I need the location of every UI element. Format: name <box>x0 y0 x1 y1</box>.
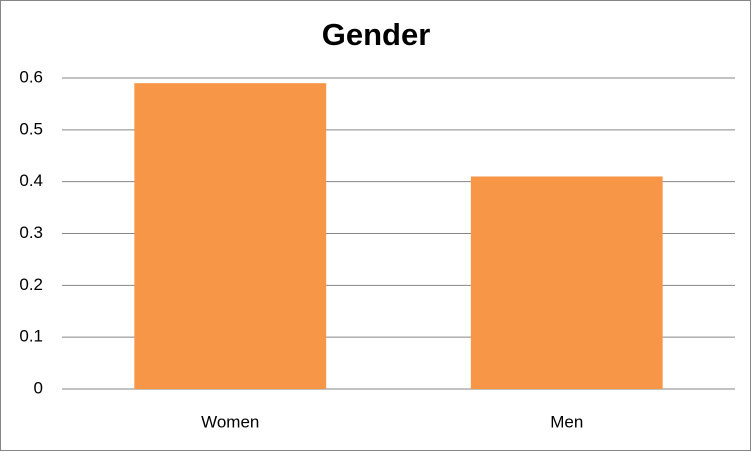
bar <box>134 83 327 389</box>
y-tick-label: 0.2 <box>19 275 43 294</box>
y-tick-label: 0.6 <box>19 67 43 86</box>
y-tick-label: 0.3 <box>19 223 43 242</box>
y-tick-label: 0.1 <box>19 327 43 346</box>
y-tick-label: 0 <box>34 378 43 397</box>
x-tick-label: Men <box>550 412 583 431</box>
y-tick-label: 0.5 <box>19 119 43 138</box>
bar <box>470 176 663 389</box>
y-tick-label: 0.4 <box>19 171 43 190</box>
chart-title: Gender <box>322 17 431 52</box>
x-tick-label: Women <box>201 412 259 431</box>
